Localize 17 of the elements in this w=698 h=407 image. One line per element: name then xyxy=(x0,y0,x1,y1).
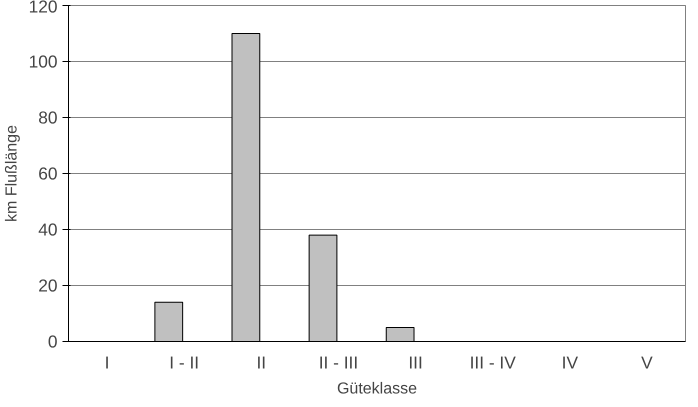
x-tick-label: I xyxy=(104,352,110,372)
x-tick-label: II xyxy=(256,352,266,372)
y-axis-title: km Flußlänge xyxy=(4,124,21,222)
x-tick-label: III - IV xyxy=(470,352,516,372)
x-tick-label: V xyxy=(641,352,654,372)
x-tick-label: I - II xyxy=(169,352,200,372)
y-tick-label: 40 xyxy=(38,220,58,240)
y-tick-label: 100 xyxy=(28,52,58,72)
y-tick-label: 80 xyxy=(38,108,58,128)
x-tick-label: III xyxy=(408,352,423,372)
y-tick-label: 60 xyxy=(38,164,58,184)
x-tick-label: II - III xyxy=(318,352,358,372)
y-tick-label: 20 xyxy=(38,276,58,296)
x-tick-label: IV xyxy=(562,352,578,372)
y-tick-label: 120 xyxy=(28,0,58,16)
y-tick-label: 0 xyxy=(48,332,58,352)
x-axis-title: Güteklasse xyxy=(336,380,418,398)
